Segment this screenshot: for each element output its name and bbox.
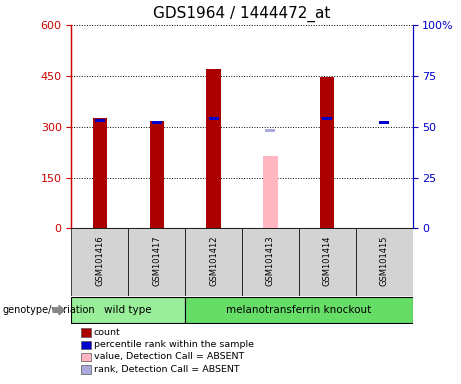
Bar [209, 117, 219, 120]
Bar [71, 297, 185, 323]
Text: rank, Detection Call = ABSENT: rank, Detection Call = ABSENT [94, 365, 239, 374]
Bar [152, 121, 162, 124]
Text: GSM101416: GSM101416 [95, 235, 104, 286]
Bar [128, 228, 185, 296]
Bar [150, 121, 164, 228]
Bar [322, 117, 332, 120]
Bar [320, 76, 334, 228]
Text: GSM101412: GSM101412 [209, 235, 218, 286]
Bar [266, 129, 275, 132]
Text: melanotransferrin knockout: melanotransferrin knockout [226, 305, 372, 314]
Bar [71, 228, 128, 296]
Text: value, Detection Call = ABSENT: value, Detection Call = ABSENT [94, 352, 244, 361]
Bar [242, 228, 299, 296]
Bar [185, 297, 413, 323]
Text: GSM101414: GSM101414 [323, 235, 332, 286]
Text: percentile rank within the sample: percentile rank within the sample [94, 340, 254, 349]
Text: wild type: wild type [105, 305, 152, 314]
Bar [356, 228, 413, 296]
Bar [207, 69, 221, 228]
Text: GSM101415: GSM101415 [380, 235, 389, 286]
Bar [95, 119, 105, 122]
Text: count: count [94, 328, 120, 336]
Title: GDS1964 / 1444472_at: GDS1964 / 1444472_at [154, 6, 331, 22]
Bar [263, 156, 278, 228]
Text: GSM101417: GSM101417 [152, 235, 161, 286]
Text: genotype/variation: genotype/variation [2, 305, 95, 315]
Bar [379, 121, 389, 124]
Text: GSM101413: GSM101413 [266, 235, 275, 286]
Bar [299, 228, 356, 296]
Bar [93, 118, 107, 228]
Bar [185, 228, 242, 296]
